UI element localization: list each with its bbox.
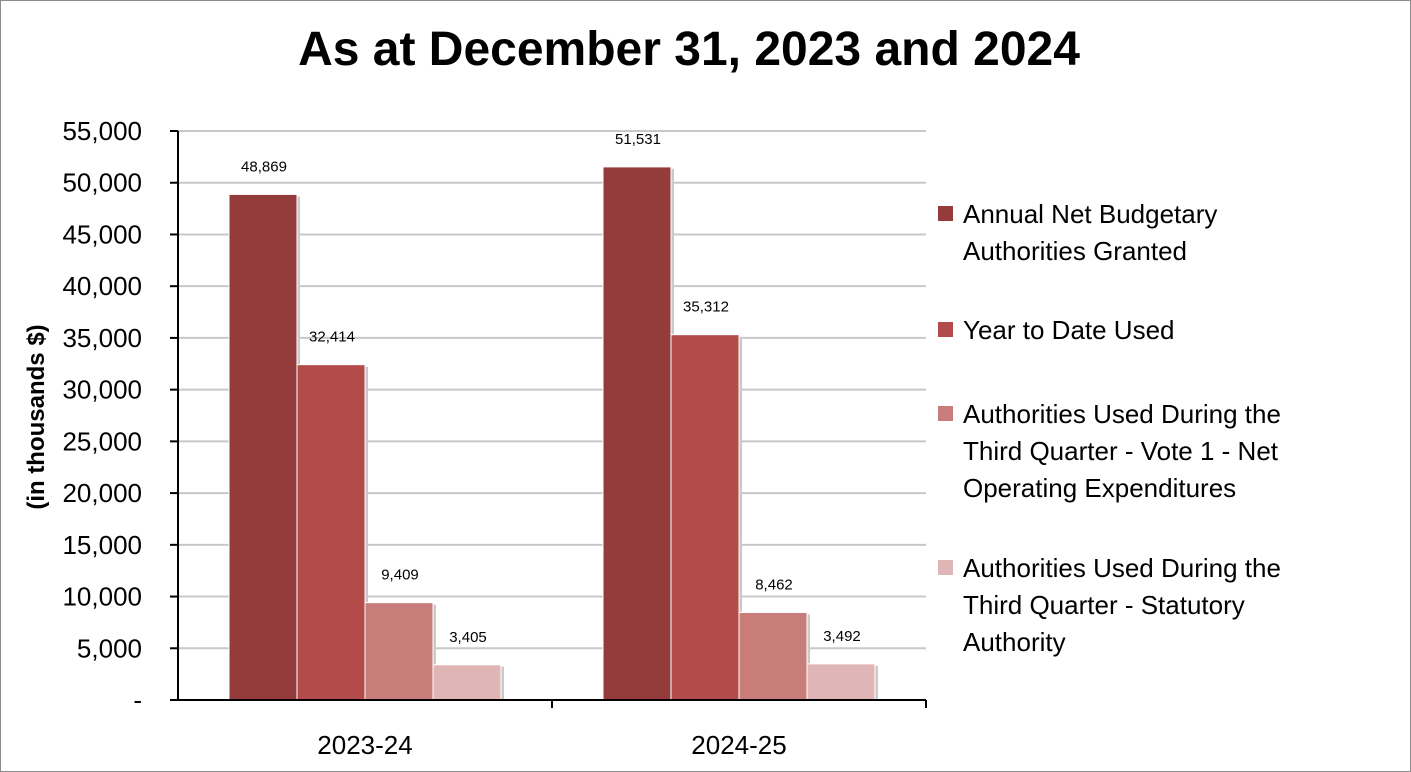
- bar-value-label: 48,869: [241, 158, 287, 175]
- y-tick-label: 35,000: [62, 323, 142, 353]
- bar-value-label: 8,462: [755, 576, 793, 593]
- bar: [296, 364, 366, 701]
- bar: [432, 664, 502, 701]
- chart-title: As at December 31, 2023 and 2024: [298, 23, 1080, 76]
- bar: [364, 602, 434, 701]
- x-tick-labels: 2023-24 2024-25: [317, 730, 786, 760]
- bar: [738, 611, 808, 701]
- y-tick-label: 40,000: [62, 271, 142, 301]
- y-tick-label: 5,000: [77, 633, 142, 663]
- y-tick-label: 20,000: [62, 478, 142, 508]
- y-tick-label: 10,000: [62, 582, 142, 612]
- y-tick-labels: - 5,000 10,000 15,000 20,000 25,000 30,000 35,0…: [62, 116, 142, 715]
- y-tick-label: -: [133, 685, 142, 715]
- legend-item-annual: Annual Net Budgetary Authorities Granted: [938, 196, 1323, 270]
- y-axis-label: (in thousands $): [23, 324, 50, 509]
- legend-label-ytd: Year to Date Used: [963, 315, 1175, 345]
- legend-swatch-vote1: [938, 406, 953, 421]
- data-labels: 48,869 32,414 9,409 3,405 51,531 35,312 8,462 3…: [241, 131, 861, 646]
- bars: [228, 166, 878, 701]
- bar-value-label: 3,492: [823, 628, 861, 645]
- bar: [806, 663, 876, 701]
- bar: [602, 166, 672, 701]
- bar-value-label: 51,531: [615, 131, 661, 148]
- legend-swatch-statutory: [938, 560, 953, 575]
- legend-label-vote1: Authorities Used During the Third Quarte…: [963, 399, 1281, 503]
- y-tick-label: 30,000: [62, 375, 142, 405]
- x-tick-label: 2024-25: [691, 730, 786, 760]
- y-tick-label: 55,000: [62, 116, 142, 146]
- legend-item-ytd: Year to Date Used: [938, 312, 1323, 349]
- bar: [670, 334, 740, 701]
- legend-item-statutory: Authorities Used During the Third Quarte…: [938, 550, 1323, 661]
- legend-label-annual: Annual Net Budgetary Authorities Granted: [963, 199, 1218, 266]
- legend-swatch-annual: [938, 206, 953, 221]
- x-tick-label: 2023-24: [317, 730, 412, 760]
- bar-value-label: 9,409: [381, 567, 419, 584]
- bar: [228, 193, 298, 701]
- y-tick-label: 15,000: [62, 530, 142, 560]
- bar-value-label: 3,405: [449, 629, 487, 646]
- y-tick-label: 45,000: [62, 219, 142, 249]
- bar-value-label: 35,312: [683, 299, 729, 316]
- bar-value-label: 32,414: [309, 329, 355, 346]
- axes: [170, 130, 927, 708]
- y-tick-label: 50,000: [62, 168, 142, 198]
- y-tick-label: 25,000: [62, 426, 142, 456]
- legend-swatch-ytd: [938, 322, 953, 337]
- legend-item-vote1: Authorities Used During the Third Quarte…: [938, 396, 1323, 507]
- legend-label-statutory: Authorities Used During the Third Quarte…: [963, 553, 1281, 657]
